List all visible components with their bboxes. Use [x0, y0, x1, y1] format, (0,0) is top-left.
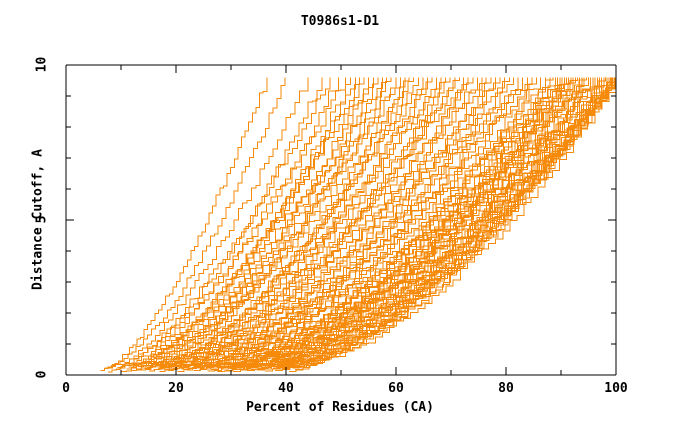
- data-series-line: [121, 77, 346, 372]
- data-series-line: [159, 77, 424, 373]
- data-series-line: [225, 77, 563, 371]
- data-series-line: [297, 77, 617, 367]
- data-series-line: [107, 77, 309, 373]
- data-series-line: [211, 77, 542, 370]
- data-series-line: [167, 77, 442, 371]
- data-series-line: [268, 77, 610, 370]
- data-series-line: [135, 77, 374, 370]
- data-series-line: [256, 77, 598, 371]
- page-title: T0986s1-D1: [300, 14, 380, 29]
- data-series-line: [246, 77, 587, 372]
- series-layer: [100, 77, 617, 373]
- data-series-line: [217, 77, 554, 373]
- x-tick-label: 0: [62, 381, 70, 396]
- data-series-line: [171, 77, 451, 370]
- data-series-line: [199, 77, 515, 371]
- data-series-line: [290, 77, 617, 366]
- x-axis-title: Percent of Residues (CA): [246, 400, 434, 415]
- x-tick-label: 40: [278, 381, 294, 396]
- data-series-line: [117, 77, 339, 369]
- data-series-line: [265, 77, 607, 372]
- data-series-line: [140, 77, 383, 371]
- y-tick-label: 5: [34, 215, 50, 224]
- data-series-line: [153, 77, 410, 371]
- x-tick-label: 20: [168, 381, 184, 396]
- data-series-line: [245, 77, 585, 368]
- data-series-line: [123, 77, 351, 366]
- data-series-line: [177, 77, 465, 372]
- data-series-line: [294, 77, 617, 370]
- data-series-line: [115, 77, 331, 370]
- axis-frame: [65, 64, 617, 376]
- y-tick-label: 10: [34, 56, 50, 73]
- data-series-line: [193, 77, 501, 372]
- x-tick-label: 100: [604, 381, 628, 396]
- data-series-line: [239, 77, 578, 371]
- data-series-line: [288, 77, 617, 372]
- data-series-line: [149, 77, 401, 372]
- data-series-line: [100, 77, 268, 371]
- data-series-line: [181, 77, 474, 370]
- data-series-line: [223, 77, 561, 368]
- data-series-line: [131, 77, 365, 372]
- data-series-line: [275, 77, 614, 371]
- data-series-line: [104, 77, 286, 369]
- data-series-line: [185, 77, 483, 371]
- x-tick-label: 80: [498, 381, 514, 396]
- y-tick-label: 0: [34, 370, 50, 379]
- data-series-line: [111, 77, 323, 367]
- data-series-line: [233, 77, 572, 372]
- x-tick-label: 60: [388, 381, 404, 396]
- data-series-line: [165, 77, 438, 368]
- data-series-line: [142, 77, 388, 367]
